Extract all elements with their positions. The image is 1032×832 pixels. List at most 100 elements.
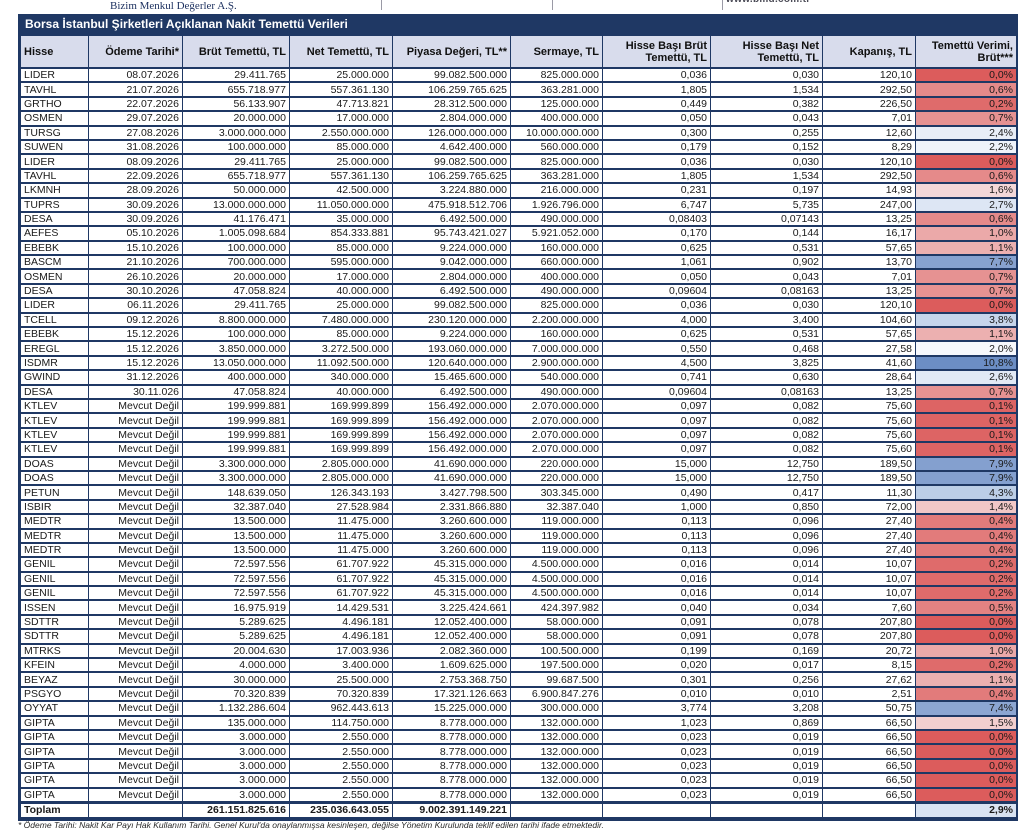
table-row: SDTTR Mevcut Değil 5.289.625 4.496.181 12.05… (20, 613, 1017, 631)
total-empty-cell (602, 800, 711, 819)
cell-net-per-share: 5,735 (710, 196, 823, 213)
table-row: LIDER 08.07.2026 29.411.765 25.000.000 99.08… (20, 66, 1017, 84)
cell-ticker: MTRKS (20, 642, 89, 660)
cell-market-cap: 99.082.500.000 (392, 297, 511, 314)
cell-ticker: ISDMR (20, 354, 89, 372)
cell-payment-date: Mevcut Değil (88, 498, 183, 516)
table-body: LIDER 08.07.2026 29.411.765 25.000.000 99.08… (20, 66, 1017, 804)
cell-payment-date: Mevcut Değil (88, 527, 183, 544)
cell-close: 13,70 (822, 254, 916, 271)
cell-capital: 58.000.000 (510, 628, 603, 645)
cell-gross-per-share: 0,113 (602, 527, 711, 544)
cell-yield: 0,5% (915, 599, 1017, 616)
cell-market-cap: 17.321.126.663 (392, 685, 511, 703)
cell-payment-date: Mevcut Değil (88, 513, 183, 530)
cell-yield: 1,5% (915, 714, 1017, 731)
cell-capital: 540.000.000 (510, 369, 603, 386)
cell-yield: 1,0% (915, 225, 1017, 242)
cell-net-dividend: 2.805.000.000 (289, 455, 393, 472)
cell-yield: 0,7% (915, 282, 1017, 300)
cell-gross-per-share: 0,300 (602, 124, 711, 141)
cell-net-dividend: 61.707.922 (289, 556, 393, 573)
cell-net-per-share: 0,014 (710, 556, 823, 573)
cell-yield: 0,1% (915, 426, 1017, 444)
cell-payment-date: Mevcut Değil (88, 613, 183, 631)
cell-yield: 2,4% (915, 124, 1017, 141)
cell-ticker: TUPRS (20, 196, 89, 213)
cell-close: 7,01 (822, 268, 916, 285)
cell-gross-dividend: 72.597.556 (182, 570, 290, 588)
cell-ticker: KTLEV (20, 397, 89, 415)
table-row: EREGL 15.12.2026 3.850.000.000 3.272.500.00… (20, 340, 1017, 357)
cell-capital: 2.070.000.000 (510, 441, 603, 458)
cell-net-per-share: 0,082 (710, 412, 823, 429)
cell-net-dividend: 4.496.181 (289, 613, 393, 631)
cell-market-cap: 475.918.512.706 (392, 196, 511, 213)
cell-net-per-share: 0,019 (710, 786, 823, 804)
cell-close: 66,50 (822, 728, 916, 746)
cell-close: 104,60 (822, 311, 916, 329)
cell-net-dividend: 557.361.130 (289, 167, 393, 185)
cell-gross-dividend: 3.000.000 (182, 728, 290, 746)
cell-capital: 300.000.000 (510, 700, 603, 717)
cell-capital: 490.000.000 (510, 210, 603, 228)
cell-close: 13,25 (822, 210, 916, 228)
cell-ticker: TAVHL (20, 81, 89, 98)
cell-yield: 0,2% (915, 570, 1017, 588)
cell-payment-date: 15.12.2026 (88, 326, 183, 343)
cell-close: 189,50 (822, 455, 916, 472)
cell-market-cap: 12.052.400.000 (392, 613, 511, 631)
cell-yield: 0,1% (915, 441, 1017, 458)
cell-ticker: TURSG (20, 124, 89, 141)
cell-net-dividend: 14.429.531 (289, 599, 393, 616)
cell-close: 57,65 (822, 239, 916, 257)
cell-gross-per-share: 0,741 (602, 369, 711, 386)
cell-close: 247,00 (822, 196, 916, 213)
table-row: LKMNH 28.09.2026 50.000.000 42.500.000 3.224… (20, 182, 1017, 199)
cell-net-per-share: 0,07143 (710, 210, 823, 228)
cell-gross-per-share: 1,805 (602, 81, 711, 98)
cell-gross-per-share: 0,231 (602, 182, 711, 199)
cell-net-dividend: 2.550.000 (289, 786, 393, 804)
cell-payment-date: Mevcut Değil (88, 757, 183, 775)
cell-gross-dividend: 13.000.000.000 (182, 196, 290, 213)
column-header-net-temettu: Net Temettü, TL (289, 34, 393, 69)
letterhead-divider (552, 0, 553, 10)
cell-gross-per-share: 0,09604 (602, 282, 711, 300)
cell-payment-date: Mevcut Değil (88, 599, 183, 616)
table-row: OSMEN 29.07.2026 20.000.000 17.000.000 2.804… (20, 110, 1017, 127)
cell-gross-per-share: 4,000 (602, 311, 711, 329)
cell-payment-date: Mevcut Değil (88, 786, 183, 804)
cell-close: 207,80 (822, 628, 916, 645)
cell-close: 66,50 (822, 772, 916, 789)
cell-close: 28,64 (822, 369, 916, 386)
cell-net-per-share: 0,531 (710, 239, 823, 257)
cell-close: 27,40 (822, 527, 916, 544)
cell-gross-per-share: 0,09604 (602, 383, 711, 401)
cell-gross-dividend: 3.000.000 (182, 743, 290, 760)
cell-yield: 0,1% (915, 412, 1017, 429)
cell-gross-per-share: 0,08403 (602, 210, 711, 228)
cell-capital: 825.000.000 (510, 297, 603, 314)
cell-capital: 4.500.000.000 (510, 556, 603, 573)
cell-ticker: SUWEN (20, 138, 89, 156)
cell-payment-date: Mevcut Değil (88, 426, 183, 444)
cell-capital: 6.900.847.276 (510, 685, 603, 703)
cell-close: 11,30 (822, 484, 916, 501)
cell-gross-dividend: 29.411.765 (182, 66, 290, 84)
total-net-dividend: 235.036.643.055 (289, 800, 393, 819)
cell-gross-dividend: 1.132.286.604 (182, 700, 290, 717)
cell-net-dividend: 11.475.000 (289, 527, 393, 544)
cell-net-dividend: 25.000.000 (289, 66, 393, 84)
cell-net-per-share: 12,750 (710, 469, 823, 487)
cell-yield: 10,8% (915, 354, 1017, 372)
cell-net-dividend: 85.000.000 (289, 138, 393, 156)
cell-close: 75,60 (822, 397, 916, 415)
cell-ticker: EREGL (20, 340, 89, 357)
cell-gross-per-share: 0,179 (602, 138, 711, 156)
cell-net-per-share: 0,078 (710, 628, 823, 645)
cell-gross-per-share: 15,000 (602, 469, 711, 487)
cell-payment-date: Mevcut Değil (88, 556, 183, 573)
cell-net-dividend: 61.707.922 (289, 585, 393, 602)
cell-net-dividend: 17.000.000 (289, 268, 393, 285)
